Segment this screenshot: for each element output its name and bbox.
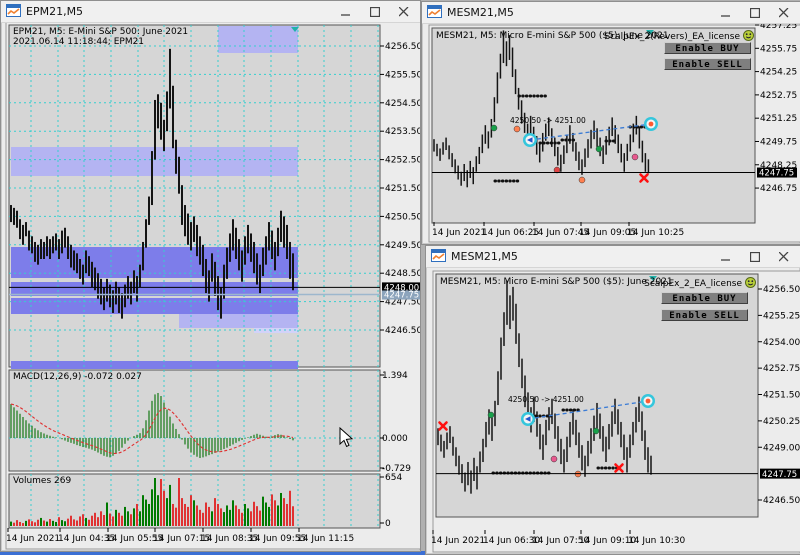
ea-smiley-icon bbox=[743, 30, 754, 44]
svg-text:14 Jun 2021: 14 Jun 2021 bbox=[6, 534, 60, 544]
chart-symbol-label: MESM21, M5: Micro E-mini S&P 500 ($5): J… bbox=[436, 31, 669, 41]
svg-text:4252.75: 4252.75 bbox=[760, 91, 797, 101]
chart-symbol-label: MESM21, M5: Micro E-mini S&P 500 ($5): J… bbox=[440, 277, 673, 287]
svg-text:4250.50 -> 4251.00: 4250.50 -> 4251.00 bbox=[508, 395, 584, 404]
chart-client-area: 4250.50 -> 4251.00 4257.25 4255.75 4254.25 4… bbox=[422, 24, 800, 244]
svg-text:4249.75: 4249.75 bbox=[760, 137, 797, 147]
ea-license-label: ScalpEx_2(Revers)_EA_license bbox=[604, 30, 754, 44]
window-mesm21-revers: MESM21,M5 4250.50 -> 4251.00 4257.25 4255.… bbox=[421, 1, 800, 245]
maximize-button[interactable] bbox=[740, 246, 769, 268]
close-button[interactable] bbox=[769, 2, 798, 24]
svg-text:4247.75: 4247.75 bbox=[762, 470, 797, 480]
svg-text:4248.00: 4248.00 bbox=[384, 284, 419, 294]
svg-text:14 Jun 09:55: 14 Jun 09:55 bbox=[249, 534, 306, 544]
svg-text:4256.50: 4256.50 bbox=[385, 42, 420, 52]
svg-text:4247.75: 4247.75 bbox=[384, 291, 419, 301]
close-button[interactable] bbox=[769, 246, 798, 268]
svg-text:4248.25: 4248.25 bbox=[760, 161, 797, 171]
svg-text:4253.50: 4253.50 bbox=[385, 127, 420, 137]
enable-buy-button[interactable]: Enable BUY bbox=[661, 292, 748, 304]
svg-text:4246.50: 4246.50 bbox=[763, 496, 800, 506]
mesm21-revers-chart-canvas[interactable]: 4250.50 -> 4251.00 4257.25 4255.75 4254.25 4… bbox=[422, 24, 800, 244]
svg-text:4254.25: 4254.25 bbox=[760, 68, 797, 78]
svg-text:4251.50: 4251.50 bbox=[763, 391, 800, 401]
chart-client-area: 4256.50 4255.50 4254.50 4253.50 4252.50 4251.… bbox=[1, 23, 420, 551]
svg-text:14 Jun 08:35: 14 Jun 08:35 bbox=[201, 534, 258, 544]
svg-text:-0.729: -0.729 bbox=[382, 464, 411, 474]
minimize-button[interactable] bbox=[711, 2, 740, 24]
svg-text:14 Jun 11:15: 14 Jun 11:15 bbox=[297, 534, 354, 544]
svg-text:4251.50: 4251.50 bbox=[385, 184, 420, 194]
mesm21-chart-canvas[interactable]: 4250.50 -> 4251.00 4256.50 4255.25 4254.00 4… bbox=[426, 268, 800, 554]
svg-text:4255.50: 4255.50 bbox=[385, 70, 420, 80]
window-title: MESM21,M5 bbox=[447, 6, 514, 19]
desktop-bottom-accent bbox=[0, 551, 800, 555]
ea-smiley-icon bbox=[745, 277, 756, 291]
svg-text:14 Jun 2021: 14 Jun 2021 bbox=[431, 536, 485, 546]
svg-text:654: 654 bbox=[385, 473, 402, 483]
svg-text:4251.25: 4251.25 bbox=[760, 114, 797, 124]
chart-client-area: 4250.50 -> 4251.00 4256.50 4255.25 4254.00 4… bbox=[426, 268, 800, 554]
svg-text:4247.75: 4247.75 bbox=[759, 169, 794, 179]
enable-sell-button[interactable]: Enable SELL bbox=[664, 58, 751, 70]
close-button[interactable] bbox=[389, 1, 418, 23]
window-titlebar[interactable]: EPM21,M5 bbox=[1, 1, 420, 23]
volumes-indicator-label: Volumes 269 bbox=[13, 476, 72, 486]
svg-text:4254.00: 4254.00 bbox=[763, 338, 800, 348]
svg-text:4255.75: 4255.75 bbox=[760, 44, 797, 54]
svg-text:14 Jun 09:10: 14 Jun 09:10 bbox=[579, 536, 636, 546]
svg-text:14 Jun 04:35: 14 Jun 04:35 bbox=[58, 534, 115, 544]
svg-text:4255.25: 4255.25 bbox=[763, 311, 800, 321]
svg-text:4250.50: 4250.50 bbox=[385, 212, 420, 222]
window-titlebar[interactable]: MESM21,M5 bbox=[422, 2, 800, 24]
window-titlebar[interactable]: MESM21,M5 bbox=[426, 246, 800, 268]
svg-text:14 Jun 06:25: 14 Jun 06:25 bbox=[482, 228, 539, 238]
svg-text:4250.50 -> 4251.00: 4250.50 -> 4251.00 bbox=[510, 116, 586, 125]
svg-text:14 Jun 10:30: 14 Jun 10:30 bbox=[628, 536, 685, 546]
svg-text:1.394: 1.394 bbox=[382, 371, 408, 381]
svg-text:4246.75: 4246.75 bbox=[760, 184, 797, 194]
chart-symbol-label: EPM21, M5: E-Mini S&P 500: June 2021 202… bbox=[13, 27, 189, 47]
svg-text:0: 0 bbox=[385, 519, 391, 529]
ea-license-label: ScalpEx_2_EA_license bbox=[644, 277, 756, 291]
window-title: EPM21,M5 bbox=[26, 5, 84, 18]
svg-text:14 Jun 05:55: 14 Jun 05:55 bbox=[106, 534, 163, 544]
window-mesm21: MESM21,M5 4250.50 -> 4251.00 4256.50 4255.… bbox=[425, 245, 800, 555]
maximize-button[interactable] bbox=[360, 1, 389, 23]
svg-text:14 Jun 06:30: 14 Jun 06:30 bbox=[483, 536, 540, 546]
svg-text:4252.75: 4252.75 bbox=[763, 364, 800, 374]
svg-text:14 Jun 07:45: 14 Jun 07:45 bbox=[532, 228, 589, 238]
svg-text:14 Jun 2021: 14 Jun 2021 bbox=[432, 228, 486, 238]
svg-text:4249.00: 4249.00 bbox=[763, 443, 800, 453]
svg-text:4248.50: 4248.50 bbox=[385, 269, 420, 279]
svg-text:4252.50: 4252.50 bbox=[385, 156, 420, 166]
svg-text:14 Jun 09:05: 14 Jun 09:05 bbox=[579, 228, 636, 238]
svg-text:14 Jun 10:25: 14 Jun 10:25 bbox=[627, 228, 684, 238]
svg-text:14 Jun 07:50: 14 Jun 07:50 bbox=[532, 536, 589, 546]
macd-indicator-label: MACD(12,26,9) -0.072 0.027 bbox=[13, 372, 142, 382]
maximize-button[interactable] bbox=[740, 2, 769, 24]
svg-text:0.000: 0.000 bbox=[382, 434, 408, 444]
minimize-button[interactable] bbox=[331, 1, 360, 23]
svg-text:4254.50: 4254.50 bbox=[385, 99, 420, 109]
enable-sell-button[interactable]: Enable SELL bbox=[661, 309, 748, 321]
chart-window-icon bbox=[431, 247, 446, 266]
enable-buy-button[interactable]: Enable BUY bbox=[664, 42, 751, 54]
window-epm21: EPM21,M5 4256.50 4255.50 4254.50 4253.50 425… bbox=[0, 0, 421, 552]
svg-text:4247.50: 4247.50 bbox=[385, 298, 420, 308]
svg-text:4246.50: 4246.50 bbox=[385, 326, 420, 336]
epm21-chart-canvas[interactable]: 4256.50 4255.50 4254.50 4253.50 4252.50 4251.… bbox=[1, 23, 420, 551]
minimize-button[interactable] bbox=[711, 246, 740, 268]
svg-text:4249.50: 4249.50 bbox=[385, 241, 420, 251]
chart-window-icon bbox=[427, 3, 442, 22]
window-title: MESM21,M5 bbox=[451, 250, 518, 263]
svg-text:14 Jun 07:15: 14 Jun 07:15 bbox=[153, 534, 210, 544]
chart-window-icon bbox=[6, 2, 21, 21]
svg-text:4257.25: 4257.25 bbox=[760, 24, 797, 31]
svg-text:4250.25: 4250.25 bbox=[763, 417, 800, 427]
svg-text:4256.50: 4256.50 bbox=[763, 285, 800, 295]
